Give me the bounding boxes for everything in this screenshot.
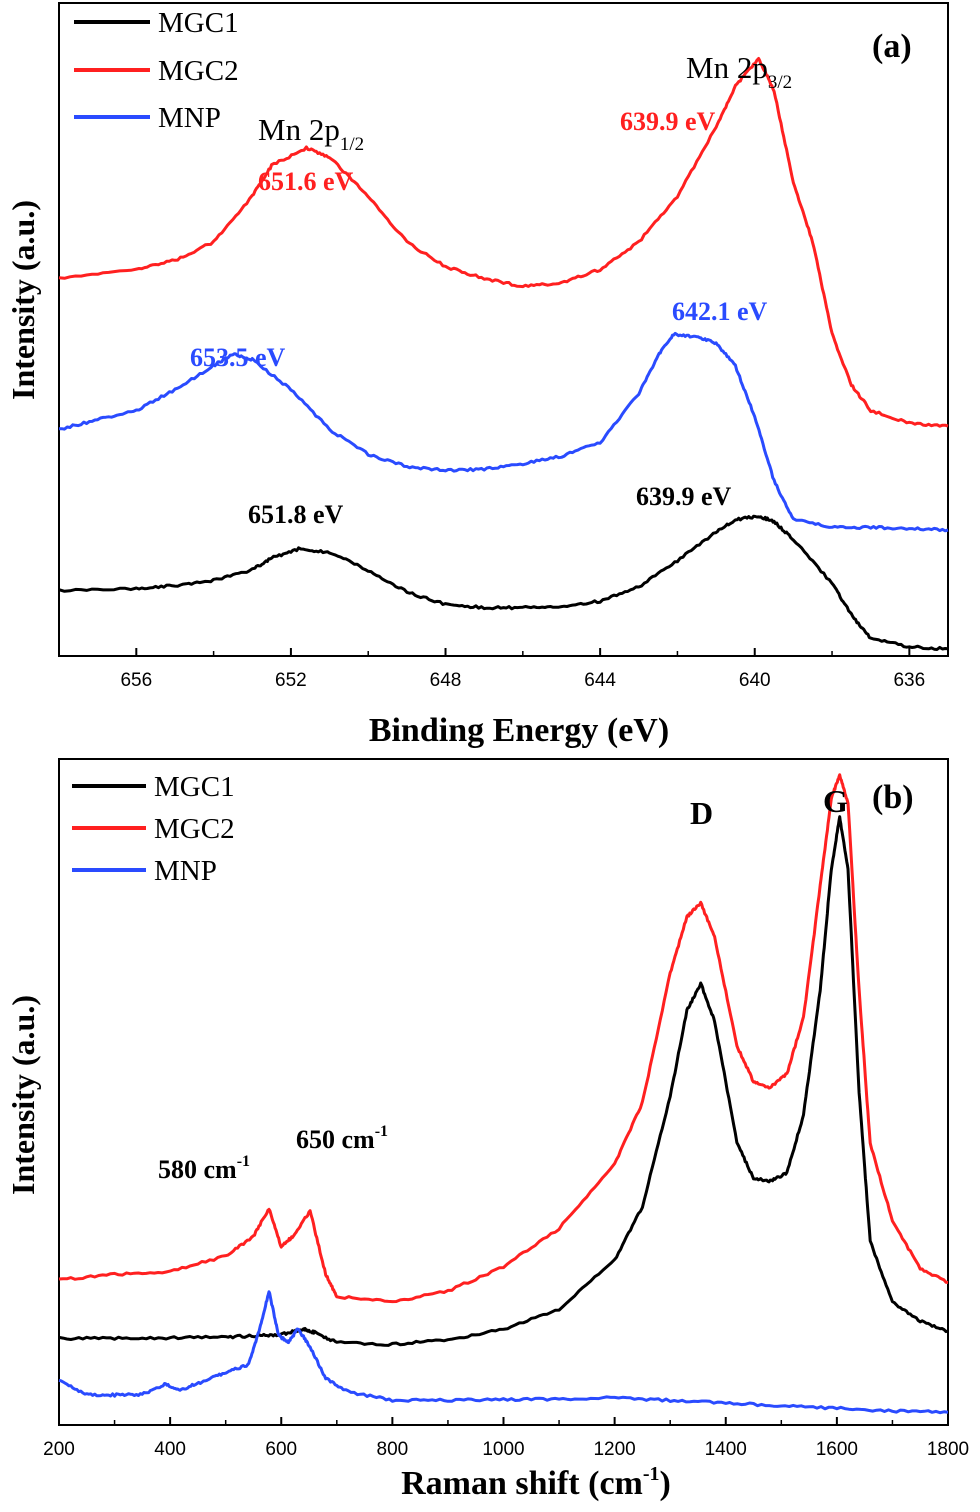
chart-panel-a: 656 652 648 644 640 636 Intensity (a.u.) Bind… <box>5 2 949 749</box>
panel-label-b: (b) <box>872 779 914 816</box>
annotation-mnp-peak1: 653.5 eV <box>190 343 286 372</box>
x-ticks-a: 656 652 648 644 640 636 <box>120 648 925 691</box>
series-line-mgc1-b <box>58 815 949 1347</box>
x-tick-label-a: 640 <box>739 670 771 691</box>
annotation-mgc2-peak1: 651.6 eV <box>258 167 354 196</box>
series-group-a <box>58 57 949 651</box>
annotation-mgc1-peak2: 639.9 eV <box>636 482 732 511</box>
x-axis-title-b: Raman shift (cm-1) <box>401 1463 671 1502</box>
annotation-mgc2-peak2: 639.9 eV <box>620 107 716 136</box>
annotation-mnp-peak2: 642.1 eV <box>672 297 768 326</box>
annotation-mn-2p12: Mn 2p1/2 <box>258 112 364 155</box>
x-tick-label-b: 1000 <box>482 1439 524 1460</box>
panel-label-a: (a) <box>872 28 912 65</box>
series-line-mgc1-a <box>58 514 949 651</box>
legend-label-mgc2-a: MGC2 <box>158 55 239 87</box>
legend-label-mnp-b: MNP <box>154 855 217 887</box>
x-tick-label-b: 600 <box>265 1439 297 1460</box>
legend-label-mgc1-b: MGC1 <box>154 771 235 803</box>
annotation-d-band: D <box>690 795 713 831</box>
x-tick-label-a: 648 <box>430 670 462 691</box>
x-tick-label-b: 800 <box>377 1439 409 1460</box>
x-tick-label-b: 1200 <box>593 1439 635 1460</box>
annotation-g-band: G <box>823 783 848 819</box>
plot-frame-a <box>58 2 949 657</box>
legend-label-mgc1-a: MGC1 <box>158 7 239 39</box>
x-tick-label-a: 636 <box>893 670 925 691</box>
x-tick-label-a: 652 <box>275 670 307 691</box>
series-line-mgc2-b <box>58 773 949 1304</box>
x-tick-label-b: 1800 <box>927 1439 969 1460</box>
legend-b: MGC1 MGC2 MNP <box>72 771 235 887</box>
chart-panel-b: 200 400 600 800 1000 1200 1400 1600 1800 Intensi… <box>5 758 969 1502</box>
series-line-mgc2-a <box>58 57 949 428</box>
annotation-mgc1-peak1: 651.8 eV <box>248 500 344 529</box>
y-axis-title-b: Intensity (a.u.) <box>5 995 41 1195</box>
x-tick-label-a: 644 <box>584 670 616 691</box>
legend-a: MGC1 MGC2 MNP <box>74 7 239 134</box>
annotation-peak-650: 650 cm-1 <box>296 1123 388 1154</box>
x-tick-label-b: 1400 <box>705 1439 747 1460</box>
annotation-peak-580: 580 cm-1 <box>158 1153 250 1184</box>
legend-label-mgc2-b: MGC2 <box>154 813 235 845</box>
x-tick-label-b: 200 <box>43 1439 75 1460</box>
x-tick-label-a: 656 <box>120 670 152 691</box>
series-line-mnp-a <box>58 331 949 533</box>
x-tick-label-b: 1600 <box>816 1439 858 1460</box>
legend-label-mnp-a: MNP <box>158 102 221 134</box>
x-tick-label-b: 400 <box>154 1439 186 1460</box>
x-axis-title-a: Binding Energy (eV) <box>369 712 669 749</box>
series-line-mnp-b <box>58 1290 949 1415</box>
y-axis-title-a: Intensity (a.u.) <box>5 200 41 400</box>
x-ticks-b: 200 400 600 800 1000 1200 1400 1600 1800 <box>43 1417 969 1460</box>
series-group-b <box>58 773 949 1415</box>
annotation-mn-2p32: Mn 2p3/2 <box>686 50 792 93</box>
